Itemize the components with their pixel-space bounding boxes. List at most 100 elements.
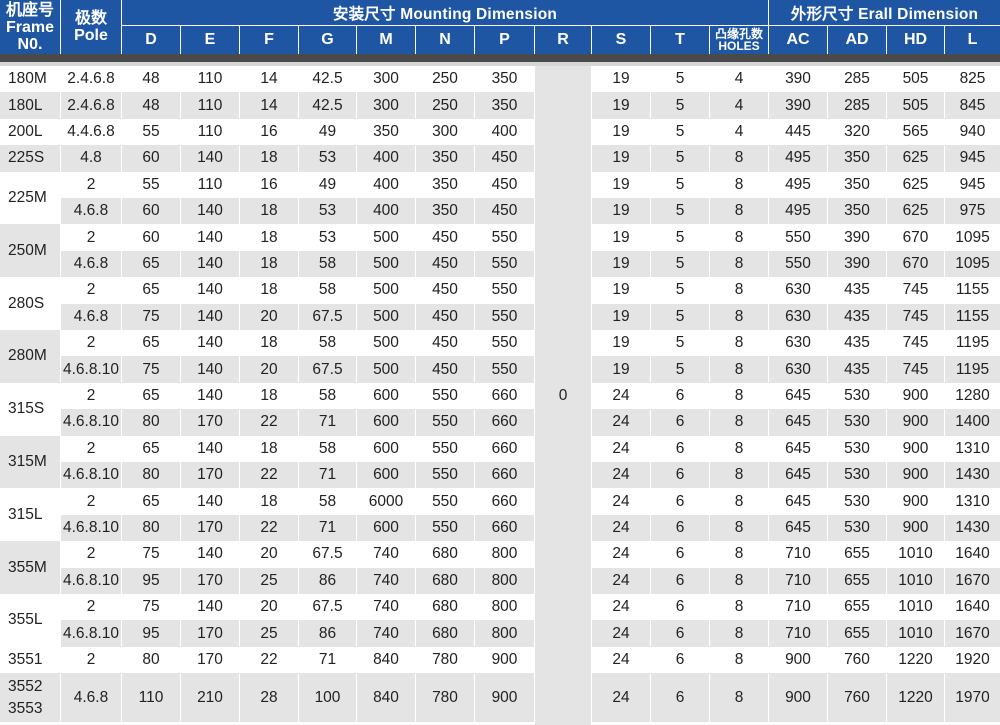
- table-cell: 550: [491, 228, 518, 246]
- table-cell: 170: [197, 518, 223, 536]
- frame-label-text: 225M: [8, 188, 47, 206]
- table-cell: 435: [844, 360, 870, 378]
- table-cell: 350: [432, 149, 458, 167]
- table-cell: 900: [491, 688, 518, 706]
- table-cell: 8: [734, 254, 744, 272]
- frame-label-text: 280M: [8, 347, 47, 365]
- table-cell: 655: [844, 624, 870, 642]
- table-cell: 71: [318, 650, 337, 668]
- column-divider: [239, 66, 240, 725]
- table-cell: 630: [785, 281, 811, 299]
- column-divider: [415, 66, 416, 725]
- table-cell: 450: [432, 228, 458, 246]
- table-cell: 4: [734, 70, 744, 88]
- table-cell: 740: [373, 571, 399, 589]
- frame-label-text: 250M: [8, 241, 47, 259]
- table-cell: 80: [142, 413, 160, 431]
- table-cell: 780: [432, 650, 458, 668]
- table-cell: 250: [432, 70, 458, 88]
- table-cell: 60: [142, 202, 160, 220]
- table-cell: 67.5: [312, 360, 343, 378]
- table-cell: 6: [675, 571, 685, 589]
- table-cell: 600: [373, 413, 399, 431]
- table-cell: 645: [785, 386, 811, 404]
- table-cell: 5: [675, 122, 685, 140]
- table-cell: 800: [491, 571, 518, 589]
- table-cell: 170: [197, 413, 223, 431]
- table-cell: 2: [86, 334, 96, 352]
- table-cell: 450: [432, 307, 458, 325]
- table-row: [0, 514, 1000, 542]
- table-cell: 8: [734, 439, 744, 457]
- table-cell: 630: [785, 360, 811, 378]
- table-cell: 530: [844, 492, 870, 510]
- table-cell: 24: [612, 466, 630, 484]
- header-col-r: R: [535, 26, 591, 54]
- table-cell: 1010: [898, 624, 933, 642]
- table-cell: 350: [491, 96, 518, 114]
- table-cell: 18: [260, 281, 278, 299]
- table-cell: 60: [142, 228, 160, 246]
- table-cell: 1095: [955, 228, 990, 246]
- table-cell: 1430: [955, 518, 990, 536]
- table-cell: 80: [142, 466, 160, 484]
- table-cell: 350: [844, 202, 870, 220]
- table-cell: 300: [373, 96, 399, 114]
- table-cell: 140: [197, 598, 223, 616]
- column-divider: [768, 66, 769, 725]
- header-holes-cn: 凸缘孔数: [714, 27, 763, 41]
- table-cell: 1670: [955, 624, 990, 642]
- table-cell: 550: [785, 228, 811, 246]
- table-cell: 8: [734, 650, 744, 668]
- r-value: 0: [558, 386, 568, 404]
- table-cell: 140: [197, 254, 223, 272]
- table-cell: 80: [142, 518, 160, 536]
- table-row: [0, 356, 1000, 383]
- table-cell: 500: [373, 307, 399, 325]
- table-cell: 600: [373, 439, 399, 457]
- table-cell: 58: [318, 281, 337, 299]
- table-cell: 6: [675, 386, 685, 404]
- table-cell: 800: [491, 545, 518, 563]
- table-cell: 2: [86, 650, 96, 668]
- header-col-ac: AC: [769, 26, 827, 54]
- table-cell: 8: [734, 307, 744, 325]
- table-cell: 53: [318, 228, 337, 246]
- table-cell: 140: [197, 228, 223, 246]
- table-cell: 660: [491, 492, 518, 510]
- table-cell: 400: [373, 202, 399, 220]
- table-row: [0, 594, 1000, 621]
- table-cell: 760: [844, 688, 870, 706]
- table-row: [0, 303, 1000, 330]
- table-cell: 450: [432, 334, 458, 352]
- table-cell: 8: [734, 228, 744, 246]
- table-cell: 495: [785, 149, 811, 167]
- table-cell: 710: [785, 624, 811, 642]
- table-row: [0, 145, 1000, 172]
- table-cell: 530: [844, 386, 870, 404]
- table-cell: 6: [675, 518, 685, 536]
- table-row: [0, 330, 1000, 357]
- table-cell: 2: [86, 281, 96, 299]
- table-cell: 67.5: [312, 545, 343, 563]
- table-cell: 8: [734, 545, 744, 563]
- table-row: [0, 435, 1000, 462]
- table-cell: 86: [318, 624, 337, 642]
- table-cell: 6: [675, 492, 685, 510]
- table-cell: 435: [844, 334, 870, 352]
- table-cell: 5: [675, 281, 685, 299]
- table-cell: 1670: [955, 571, 990, 589]
- table-cell: 75: [142, 307, 160, 325]
- table-cell: 6000: [368, 492, 404, 510]
- table-row: [0, 409, 1000, 436]
- frame-label: 180L: [0, 92, 60, 118]
- frame-label: 315S: [0, 382, 60, 436]
- column-divider: [474, 66, 475, 725]
- table-cell: 5: [675, 175, 685, 193]
- table-cell: 20: [260, 307, 278, 325]
- table-cell: 660: [491, 386, 518, 404]
- table-cell: 670: [902, 228, 929, 246]
- table-cell: 140: [197, 307, 223, 325]
- table-cell: 655: [844, 598, 870, 616]
- table-cell: 1220: [898, 650, 933, 668]
